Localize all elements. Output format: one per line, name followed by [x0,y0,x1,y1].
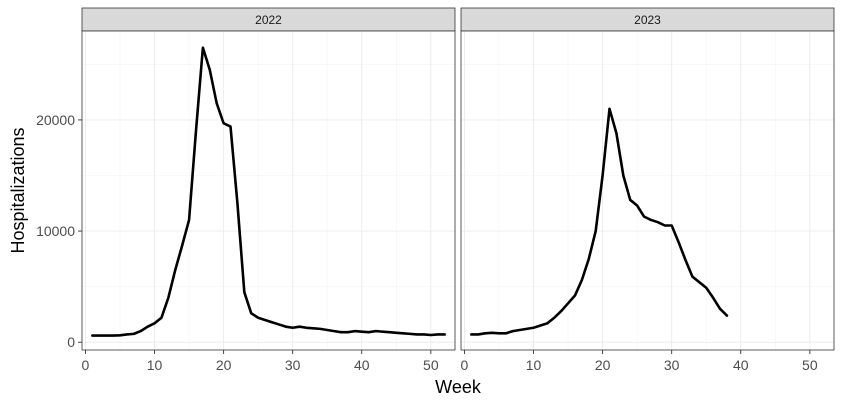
panel-2023-strip-label: 2023 [634,13,661,27]
y-tick-label: 10000 [36,223,75,239]
panel-2022-hospitalizations-line [91,46,446,337]
panel-2023-hospitalizations-line [470,107,729,336]
panel-2023-x-tick-label: 40 [733,357,749,373]
panel-2022-x-tick-label: 40 [354,357,370,373]
panel-2022-x-tick-label: 20 [216,357,232,373]
panel-2022-x-tick-label: 30 [285,357,301,373]
panel-2022-x-tick-label: 50 [423,357,439,373]
panel-2023-x-tick-label: 10 [526,357,542,373]
panel-2022-x-tick-label: 10 [147,357,163,373]
y-tick-label: 0 [67,334,75,350]
panel-2022-x-tick-label: 0 [82,357,90,373]
panel-2023-x-tick-label: 0 [461,357,469,373]
panel-2022-strip-label: 2022 [255,13,282,27]
panel-2023-x-tick-label: 20 [595,357,611,373]
x-axis-title: Week [435,377,482,397]
panel-2022-border [81,30,456,351]
y-axis-title: Hospitalizations [8,127,28,253]
panel-2022-background [82,31,455,350]
panel-2023-x-tick-label: 30 [664,357,680,373]
y-tick-label: 20000 [36,112,75,128]
panel-2023-x-tick-label: 50 [802,357,818,373]
panel-2023-border [460,30,835,351]
panel-2023-background [461,31,834,350]
